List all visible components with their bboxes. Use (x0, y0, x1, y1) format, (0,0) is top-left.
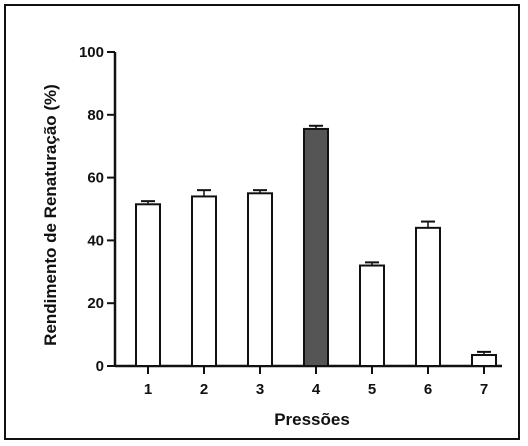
y-tick-label: 80 (87, 107, 104, 124)
bar-2 (191, 195, 217, 367)
x-tick-label: 1 (144, 381, 152, 398)
y-tick-label: 100 (79, 44, 104, 61)
y-tick-label: 20 (87, 295, 104, 312)
y-axis-title: Rendimento de Renaturação (%) (41, 84, 60, 346)
bar-5 (359, 264, 385, 367)
x-tick-label: 3 (256, 381, 264, 398)
chart-frame: Rendimento de Renaturação (%) Pressões 0… (4, 4, 520, 440)
y-tick-label: 40 (87, 232, 104, 249)
y-tick-label: 0 (96, 358, 104, 375)
y-tick-label: 60 (87, 170, 104, 187)
x-tick-label: 6 (424, 381, 432, 398)
bar-7 (471, 354, 497, 368)
bar-chart: Rendimento de Renaturação (%) Pressões 0… (41, 44, 502, 429)
x-ticks-group: 1 2 3 4 5 6 7 (144, 366, 488, 398)
x-tick-label: 5 (368, 381, 376, 398)
bar-6 (415, 226, 441, 367)
bar-4 (303, 127, 329, 368)
bar-3 (247, 192, 273, 367)
x-tick-label: 7 (480, 381, 488, 398)
bars-group (135, 124, 497, 368)
bar-1 (135, 203, 161, 367)
x-tick-label: 2 (200, 381, 208, 398)
y-ticks-group: 0 20 40 60 80 100 (79, 44, 115, 375)
x-tick-label: 4 (312, 381, 321, 398)
x-axis-title: Pressões (274, 410, 350, 429)
